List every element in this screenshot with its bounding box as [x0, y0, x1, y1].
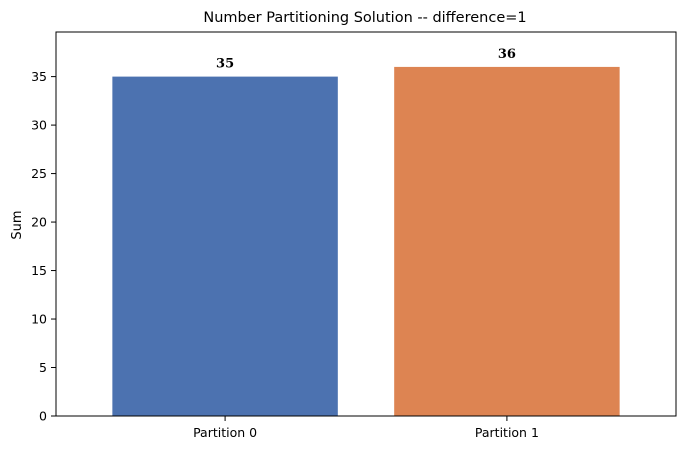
plot-frame	[55, 31, 677, 417]
y-tick-label: 20	[31, 215, 47, 230]
chart-title: Number Partitioning Solution -- differen…	[203, 10, 526, 26]
data-label-0: 35	[216, 57, 234, 72]
y-tick-label: 35	[31, 69, 47, 84]
x-tick-label: Partition 1	[475, 425, 539, 440]
bars-group	[112, 66, 620, 416]
y-tick-label: 5	[39, 360, 47, 375]
x-tick-label: Partition 0	[193, 425, 257, 440]
bar-partition-1	[394, 66, 620, 416]
y-tick-label: 30	[31, 118, 47, 133]
data-label-1: 36	[498, 47, 516, 62]
y-axis-ticks: 0 5 10 15 20 25 30 35	[31, 69, 56, 424]
y-axis-label: Sum	[10, 210, 25, 239]
x-axis-ticks: Partition 0 Partition 1	[193, 416, 539, 440]
y-tick-label: 0	[39, 409, 47, 424]
y-tick-label: 15	[31, 263, 47, 278]
y-tick-label: 10	[31, 312, 47, 327]
data-labels: 35 36	[216, 47, 516, 72]
bar-partition-0	[112, 76, 338, 416]
y-tick-label: 25	[31, 166, 47, 181]
